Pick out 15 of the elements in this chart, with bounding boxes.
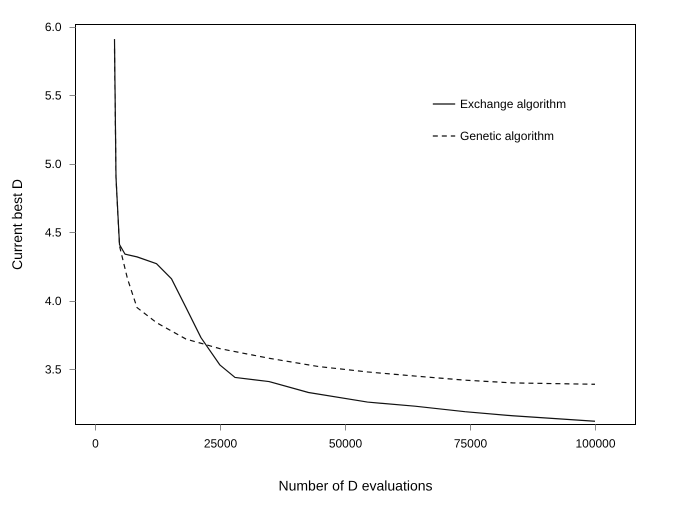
y-axis-title: Current best D	[8, 178, 25, 270]
legend-label: Exchange algorithm	[460, 97, 566, 111]
y-tick-label: 3.5	[44, 362, 62, 377]
y-tick-label: 6.0	[44, 20, 62, 34]
x-tick-label: 0	[92, 436, 100, 450]
y-tick-label: 4.0	[44, 294, 62, 308]
x-tick-label: 50000	[328, 436, 363, 450]
x-tick-label: 100000	[575, 436, 616, 450]
x-tick-label: 75000	[454, 436, 488, 450]
x-axis-title: Number of D evaluations	[278, 478, 433, 494]
y-tick-label: 5.0	[44, 157, 62, 172]
legend-label: Genetic algorithm	[460, 129, 554, 143]
y-tick-label: 5.5	[44, 88, 62, 103]
y-tick-label: 4.5	[44, 226, 62, 240]
x-tick-label: 25000	[204, 436, 238, 450]
